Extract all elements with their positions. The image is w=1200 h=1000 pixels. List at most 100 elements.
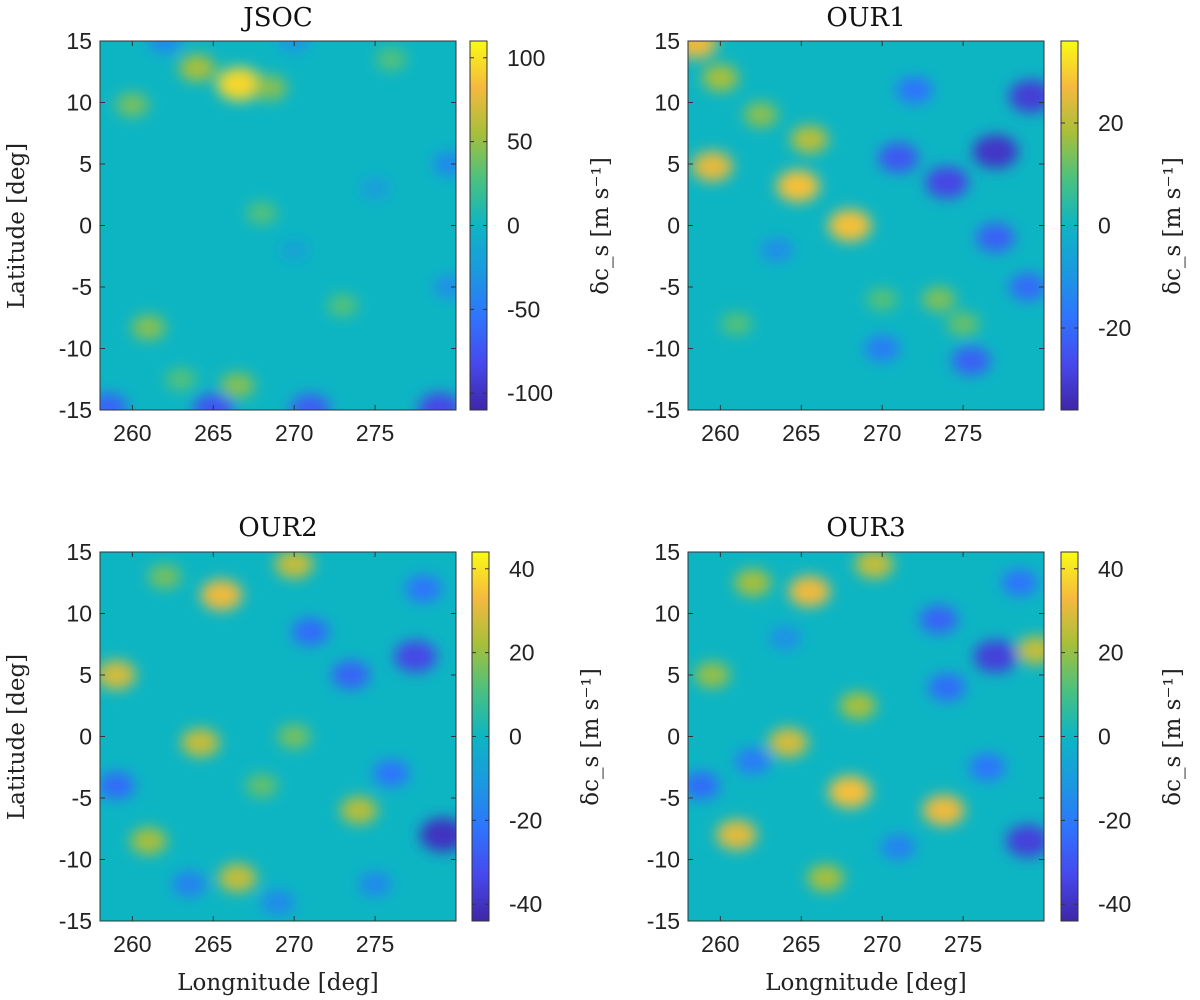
colorbar-label-text-our3: δc_s [m s⁻¹] <box>1160 668 1186 806</box>
axis-ticks-jsoc: 260 265 270 275 15 10 5 0 -5 -10 -15 <box>59 28 456 446</box>
heatmap-blob <box>721 312 753 336</box>
y-tick-label: -15 <box>647 908 680 934</box>
heatmap-blob <box>405 575 442 603</box>
heatmap-blob <box>946 311 980 336</box>
colorbar-tick-label: 20 <box>1098 640 1124 666</box>
colorbar-label-jsoc: δc_s [m s⁻¹] <box>588 157 614 295</box>
heatmap-blob <box>246 201 278 225</box>
x-tick-label: 260 <box>701 931 739 957</box>
heatmap-blob <box>734 569 771 597</box>
heatmap-blob <box>878 142 919 173</box>
heatmap-blob <box>776 170 820 203</box>
heatmap-blob <box>360 177 391 200</box>
x-tick-label: 265 <box>782 931 820 957</box>
colorbar-label-text-our2: δc_s [m s⁻¹] <box>578 668 604 806</box>
heatmap-blob <box>200 579 243 611</box>
heatmap-background <box>688 552 1044 921</box>
heatmap-blob <box>130 827 167 855</box>
heatmap-our2 <box>100 552 456 921</box>
y-tick-label: 0 <box>667 724 680 750</box>
heatmap-blob <box>279 239 309 261</box>
heatmap-blob <box>760 238 794 263</box>
heatmap-blob <box>131 314 166 341</box>
heatmap-blob <box>216 67 262 101</box>
heatmap-blob <box>373 759 410 787</box>
colorbar-label-our2: δc_s [m s⁻¹] <box>578 668 604 806</box>
x-tick-label: 265 <box>194 420 232 446</box>
y-tick-label: 5 <box>667 151 680 177</box>
heatmap-blob <box>881 834 916 860</box>
y-tick-label: -5 <box>72 274 92 300</box>
heatmap-blob <box>100 771 135 800</box>
x-tick-label: 270 <box>275 931 313 957</box>
heatmap-blob <box>1008 273 1044 301</box>
x-tick-label: 270 <box>275 420 313 446</box>
heatmap-blob <box>743 102 779 128</box>
heatmap-blob <box>375 47 407 71</box>
heatmap-blob <box>358 871 392 897</box>
y-tick-label: -5 <box>660 274 680 300</box>
x-tick-label: 260 <box>113 420 151 446</box>
heatmap-blob <box>854 552 894 579</box>
colorbar-label-our3: δc_s [m s⁻¹] <box>1160 668 1186 806</box>
axis-ticks-our2: 260 265 270 275 15 10 5 0 -5 -10 -15 <box>59 539 456 957</box>
x-tick-label: 265 <box>782 420 820 446</box>
colorbar-tick-label: 50 <box>507 129 533 155</box>
y-axis-label-jsoc: Latitude [deg] <box>4 143 30 309</box>
colorbar-tick-label: 20 <box>1098 110 1124 136</box>
heatmap-blob <box>192 393 234 410</box>
x-tick-label: 260 <box>701 420 739 446</box>
heatmap-blob <box>972 134 1019 169</box>
heatmap-blob <box>220 372 255 399</box>
y-tick-label: -15 <box>59 908 92 934</box>
y-tick-label: 0 <box>667 213 680 239</box>
heatmap-blob <box>807 864 844 892</box>
x-axis-label-our3: Longnitude [deg] <box>765 970 967 996</box>
y-tick-label: -10 <box>59 847 92 873</box>
heatmap-blob <box>716 819 757 851</box>
y-tick-label: 5 <box>667 662 680 688</box>
colorbar-label-text-jsoc: δc_s [m s⁻¹] <box>588 157 614 295</box>
heatmap-blob <box>252 75 288 101</box>
heatmap-blob <box>277 724 311 749</box>
heatmap-blob <box>180 728 220 757</box>
heatmap-blob <box>261 890 295 915</box>
heatmap-blob <box>790 125 829 154</box>
heatmap-blob <box>278 41 310 53</box>
colorbar-tick-label: -100 <box>507 380 553 406</box>
colorbar-tick-label: -20 <box>1098 807 1131 833</box>
heatmap-jsoc <box>100 41 456 410</box>
heatmap-blob <box>735 748 771 775</box>
heatmap-blob <box>178 54 216 82</box>
heatmap-blob <box>432 151 456 177</box>
heatmap-blob <box>1016 636 1044 665</box>
y-tick-label: 10 <box>654 601 680 627</box>
axis-ticks-our3: 260 265 270 275 15 10 5 0 -5 -10 -15 <box>647 539 1044 957</box>
heatmap-blob <box>973 640 1018 673</box>
y-tick-label: 15 <box>654 28 680 54</box>
y-tick-label: 5 <box>79 151 92 177</box>
heatmap-blob <box>866 287 898 311</box>
colorbar-our2: 40 20 0 -20 -40 <box>471 551 542 922</box>
heatmap-blob <box>864 335 900 362</box>
y-tick-label: -15 <box>59 397 92 423</box>
x-tick-label: 270 <box>863 931 901 957</box>
y-tick-label: 10 <box>66 90 92 116</box>
heatmap-blob <box>828 775 872 808</box>
heatmap-blob <box>975 223 1016 253</box>
heatmap-blob <box>148 564 182 589</box>
colorbar-tick-label: 0 <box>1098 213 1111 239</box>
heatmap-blob <box>340 796 378 825</box>
heatmap-blob <box>394 640 438 673</box>
colorbar-tick-label: 0 <box>507 213 520 239</box>
panel-our2: OUR2 260 265 270 275 15 10 5 0 -5 -10 -15 Latitude… <box>4 513 604 996</box>
heatmap-blob <box>896 76 933 104</box>
y-tick-label: 10 <box>654 90 680 116</box>
x-tick-label: 270 <box>863 420 901 446</box>
panel-title-our2: OUR2 <box>238 513 317 543</box>
heatmap-blob <box>1001 569 1038 597</box>
y-tick-label: 0 <box>79 213 92 239</box>
heatmap-blob <box>688 771 720 800</box>
x-tick-label: 275 <box>356 420 394 446</box>
